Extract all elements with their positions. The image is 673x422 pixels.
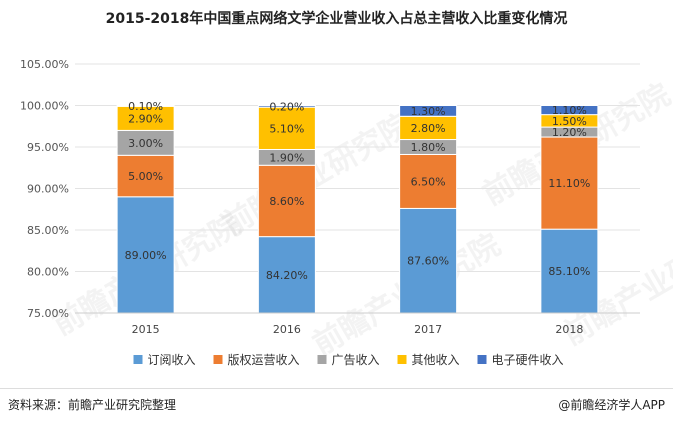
legend-label: 其他收入 bbox=[412, 353, 460, 367]
legend-swatch bbox=[133, 355, 143, 364]
credit-note: @前瞻经济学人APP bbox=[558, 398, 665, 412]
data-label: 11.10% bbox=[548, 177, 590, 190]
data-label: 5.10% bbox=[269, 122, 304, 135]
x-tick-label: 2017 bbox=[414, 323, 442, 336]
y-tick-label: 90.00% bbox=[27, 183, 69, 196]
bar-segment bbox=[399, 105, 458, 117]
y-tick-label: 85.00% bbox=[27, 224, 69, 237]
bar-segment bbox=[116, 105, 175, 107]
bar-segment bbox=[257, 105, 316, 108]
bar-segment bbox=[257, 106, 316, 150]
legend-label: 广告收入 bbox=[332, 353, 380, 367]
bar-segment bbox=[116, 154, 175, 198]
x-tick-label: 2016 bbox=[273, 323, 301, 336]
data-label: 1.30% bbox=[411, 105, 446, 118]
data-label: 2.80% bbox=[411, 122, 446, 135]
bar-segment bbox=[116, 129, 175, 156]
footer-divider bbox=[0, 388, 673, 389]
data-label: 6.50% bbox=[411, 175, 446, 188]
data-label: 1.90% bbox=[269, 151, 304, 164]
data-label: 1.10% bbox=[552, 104, 587, 117]
y-tick-label: 95.00% bbox=[27, 141, 69, 154]
data-label: 1.80% bbox=[411, 141, 446, 154]
y-tick-label: 80.00% bbox=[27, 266, 69, 279]
data-label: 1.20% bbox=[552, 126, 587, 139]
legend-swatch bbox=[317, 355, 327, 364]
data-label: 8.60% bbox=[269, 195, 304, 208]
data-label: 0.20% bbox=[269, 100, 304, 113]
y-tick-label: 105.00% bbox=[20, 58, 69, 71]
data-label: 2.90% bbox=[128, 112, 163, 125]
bar-segment bbox=[540, 105, 599, 116]
x-tick-label: 2015 bbox=[132, 323, 160, 336]
legend-swatch bbox=[397, 355, 407, 364]
x-tick-label: 2018 bbox=[555, 323, 583, 336]
data-label: 1.50% bbox=[552, 115, 587, 128]
legend-swatch bbox=[477, 355, 487, 364]
y-tick-label: 100.00% bbox=[20, 100, 69, 113]
chart-title: 2015-2018年中国重点网络文学企业营业收入占总主营收入比重变化情况 bbox=[105, 11, 568, 27]
data-label: 89.00% bbox=[125, 249, 167, 262]
legend-swatch bbox=[213, 355, 223, 364]
data-label: 84.20% bbox=[266, 269, 308, 282]
y-tick-label: 75.00% bbox=[27, 307, 69, 320]
data-label: 0.10% bbox=[128, 100, 163, 113]
bar-segment bbox=[399, 153, 458, 209]
data-label: 5.00% bbox=[128, 170, 163, 183]
data-label: 87.60% bbox=[407, 255, 449, 268]
bar-segment bbox=[399, 207, 458, 314]
legend-label: 订阅收入 bbox=[148, 353, 196, 367]
legend-label: 版权运营收入 bbox=[228, 353, 300, 367]
bar-segment bbox=[257, 164, 316, 238]
data-label: 85.10% bbox=[548, 265, 590, 278]
legend-label: 电子硬件收入 bbox=[492, 353, 564, 367]
source-note: 资料来源：前瞻产业研究院整理 bbox=[8, 398, 177, 412]
data-label: 3.00% bbox=[128, 137, 163, 150]
bar-segment bbox=[116, 105, 175, 131]
